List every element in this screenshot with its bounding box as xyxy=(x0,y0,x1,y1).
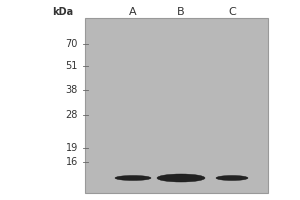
Ellipse shape xyxy=(216,176,248,180)
Text: 51: 51 xyxy=(66,61,78,71)
Text: B: B xyxy=(177,7,185,17)
Text: 16: 16 xyxy=(66,157,78,167)
Text: A: A xyxy=(129,7,137,17)
Bar xyxy=(85,18,268,193)
Text: C: C xyxy=(228,7,236,17)
Text: 28: 28 xyxy=(66,110,78,120)
Ellipse shape xyxy=(115,176,151,180)
Text: 38: 38 xyxy=(66,85,78,95)
Text: kDa: kDa xyxy=(52,7,73,17)
Text: 70: 70 xyxy=(66,39,78,49)
Ellipse shape xyxy=(157,174,205,182)
Text: 19: 19 xyxy=(66,143,78,153)
